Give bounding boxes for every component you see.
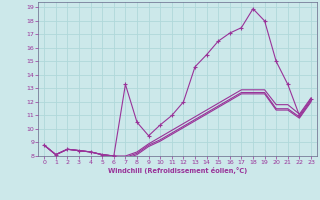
- X-axis label: Windchill (Refroidissement éolien,°C): Windchill (Refroidissement éolien,°C): [108, 167, 247, 174]
